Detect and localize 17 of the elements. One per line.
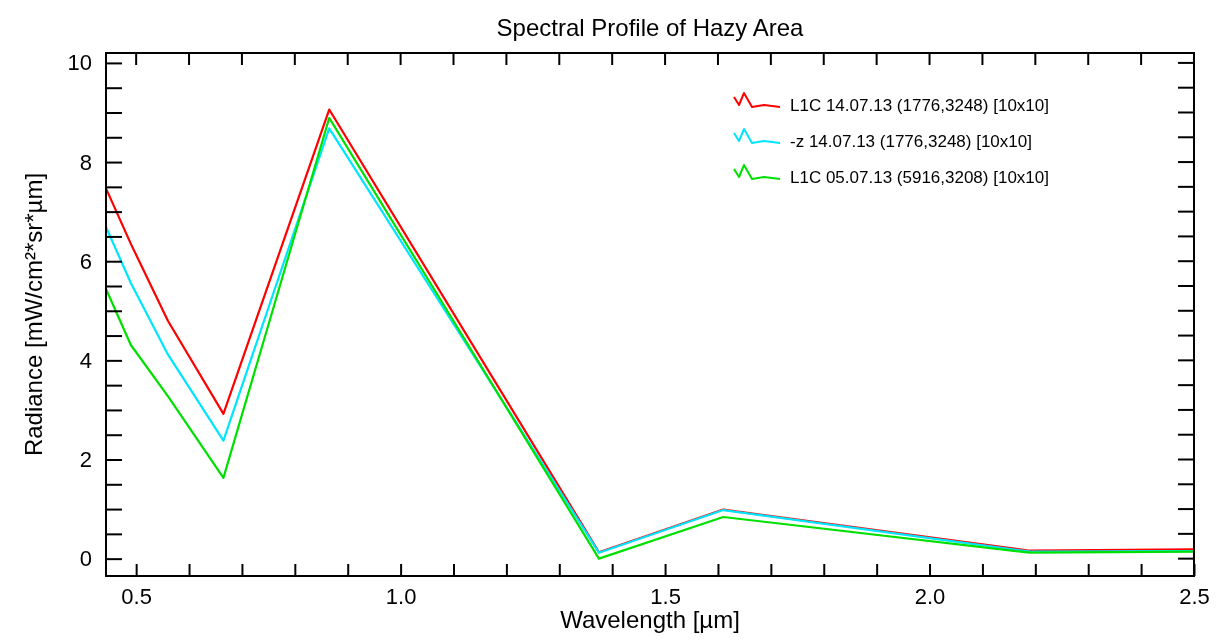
- x-tick-label: 1.0: [385, 583, 417, 609]
- x-tick-label: 0.5: [121, 583, 152, 609]
- legend-label: L1C 05.07.13 (5916,3208) [10x10]: [790, 168, 1049, 187]
- chart-title: Spectral Profile of Hazy Area: [496, 14, 805, 41]
- legend-label: -z 14.07.13 (1776,3248) [10x10]: [790, 132, 1032, 151]
- y-tick-label: 8: [79, 149, 92, 175]
- x-tick-label: 1.5: [650, 583, 681, 609]
- x-tick-label: 2.0: [914, 583, 946, 609]
- y-axis-title: Radiance [mW/cm²*sr*µm]: [20, 172, 47, 457]
- x-tick-label: 2.5: [1179, 583, 1210, 609]
- y-tick-label: 10: [67, 50, 92, 76]
- y-tick-label: 4: [79, 347, 92, 373]
- y-tick-label: 2: [79, 447, 92, 473]
- legend-label: L1C 14.07.13 (1776,3248) [10x10]: [790, 96, 1049, 115]
- y-tick-label: 6: [79, 248, 92, 274]
- x-axis-title: Wavelength [µm]: [560, 606, 740, 633]
- y-tick-label: 0: [79, 546, 92, 572]
